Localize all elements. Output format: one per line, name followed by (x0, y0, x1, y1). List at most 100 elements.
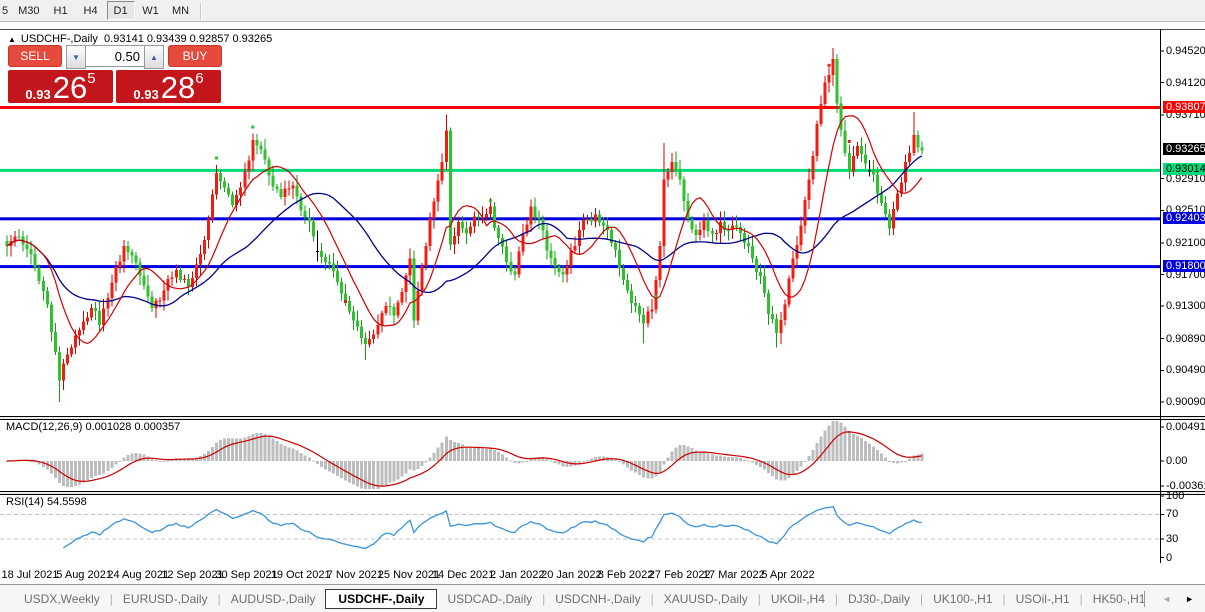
price-badge: 0.93265 (1163, 143, 1205, 156)
tab-separator: | (650, 591, 654, 606)
tab-uk100-h1[interactable]: UK100-,H1 (933, 591, 993, 606)
price-badge: 0.93807 (1163, 100, 1205, 113)
price-axis-label: 0.92100 (1166, 236, 1205, 249)
horizontal-line[interactable] (0, 106, 1160, 109)
price-axis-label: 0.94120 (1166, 76, 1205, 89)
date-axis-label: 30 Sep 2021 (215, 569, 278, 581)
date-axis-label: 5 Apr 2022 (761, 569, 815, 581)
macd-signal-line (6, 431, 922, 487)
rsi-axis-label: 0 (1166, 551, 1173, 564)
one-click-trading-panel: SELL ▼ ▲ BUY 0.93 26 5 0.93 28 6 (8, 45, 222, 103)
timeframe-button-W1[interactable]: W1 (137, 1, 165, 20)
tab-usdcnh-daily[interactable]: USDCNH-,Daily (555, 591, 641, 606)
date-axis-label: 5 Aug 2021 (56, 569, 112, 581)
date-axis-label: 2 Jan 2022 (490, 569, 545, 581)
chart-symbol-title: USDCHF-,Daily (20, 33, 98, 45)
price-badge: 0.91800 (1163, 259, 1205, 272)
timeframe-button-H1[interactable]: H1 (47, 1, 75, 20)
chart-header: ▲ USDCHF-,Daily 0.93141 0.93439 0.92857 0… (8, 33, 272, 45)
sell-price-sup: 5 (87, 70, 96, 87)
fractal-markers (215, 63, 879, 303)
tab-audusd-daily[interactable]: AUDUSD-,Daily (230, 591, 316, 606)
macd-histogram (5, 421, 924, 489)
buy-price-sup: 6 (195, 70, 204, 87)
timeframe-toolbar: 5 M30 H1 H4 D1 W1 MN (0, 0, 1205, 22)
date-axis[interactable]: 18 Jul 2021 5 Aug 2021 24 Aug 2021 12 Sep 2… (0, 563, 1205, 584)
buy-price-base: 0.93 (133, 87, 159, 102)
sell-button[interactable]: SELL (8, 45, 62, 67)
tab-usdcad-daily[interactable]: USDCAD-,Daily (447, 591, 533, 606)
price-axis-label: 0.90090 (1166, 396, 1205, 409)
price-axis-label: 0.91300 (1166, 300, 1205, 313)
date-axis-label: 24 Aug 2021 (107, 569, 170, 581)
date-axis-label: 14 Dec 2021 (431, 569, 495, 581)
toolbar-separator (199, 2, 202, 19)
date-axis-label: 8 Feb 2022 (597, 569, 654, 581)
timeframe-button-H4[interactable]: H4 (77, 1, 105, 20)
tab-ukoil-h4[interactable]: UKOil-,H4 (770, 591, 825, 606)
horizontal-levels (0, 106, 1160, 269)
tab-usdchf-daily[interactable]: USDCHF-,Daily (325, 588, 438, 609)
timeframe-button-5[interactable]: 5 (1, 1, 11, 20)
tab-xauusd-daily[interactable]: XAUUSD-,Daily (663, 591, 748, 606)
volume-input[interactable] (86, 45, 144, 67)
date-axis-label: 19 Oct 2021 (270, 569, 331, 581)
volume-increase-button[interactable]: ▲ (144, 45, 164, 69)
tab-separator: | (542, 591, 546, 606)
tab-usoil-h1[interactable]: USOil-,H1 (1015, 591, 1070, 606)
tab-separator: | (920, 591, 924, 606)
collapse-triangle-icon[interactable]: ▲ (8, 35, 16, 44)
rsi-indicator-label: RSI(14) 54.5598 (6, 496, 87, 508)
horizontal-line[interactable] (0, 217, 1160, 221)
tab-separator: | (217, 591, 221, 606)
tab-hk50-h1[interactable]: HK50-,H1 (1092, 591, 1146, 606)
price-axis-label: 0.94520 (1166, 45, 1205, 57)
tab-dj30-daily[interactable]: DJ30-,Daily (848, 591, 911, 606)
timeframe-button-D1[interactable]: D1 (106, 1, 135, 20)
date-axis-label: 7 Nov 2021 (326, 569, 383, 581)
price-axis-label: 0.92910 (1166, 172, 1205, 185)
tab-separator: | (834, 591, 838, 606)
date-axis-label: 27 Feb 2022 (648, 569, 711, 581)
tab-separator: | (757, 591, 761, 606)
macd-axis-label: 0.004913 (1166, 421, 1205, 433)
date-axis-label: 25 Nov 2021 (377, 569, 441, 581)
price-axis-label: 0.90890 (1166, 332, 1205, 345)
horizontal-line[interactable] (0, 168, 1160, 172)
buy-button[interactable]: BUY (168, 45, 222, 67)
volume-decrease-button[interactable]: ▼ (66, 45, 86, 69)
volume-stepper: ▼ ▲ (66, 45, 164, 69)
chevron-up-icon: ▲ (150, 52, 158, 62)
tab-usdx-weekly[interactable]: USDX,Weekly (24, 591, 100, 606)
symbol-tab-bar: USDX,Weekly | EURUSD-,Daily | AUDUSD-,Daily U… (0, 584, 1205, 612)
buy-price-tile[interactable]: 0.93 28 6 (116, 70, 221, 103)
macd-axis-label: 0.00 (1166, 455, 1188, 467)
tab-separator: | (1002, 591, 1006, 606)
macd-axis-label: -0.003614 (1166, 480, 1205, 492)
sell-price-tile[interactable]: 0.93 26 5 (8, 70, 113, 103)
buy-price-big: 28 (160, 70, 196, 105)
tab-separator: | (1079, 591, 1083, 606)
tab-arrows-separator (1144, 591, 1146, 607)
rsi-axis-label: 100 (1166, 490, 1185, 502)
sell-price-big: 26 (52, 70, 88, 105)
rsi-axis-label: 30 (1166, 533, 1179, 546)
macd-indicator-label: MACD(12,26,9) 0.001028 0.000357 (6, 421, 181, 433)
horizontal-line[interactable] (0, 265, 1160, 269)
rsi-line (63, 505, 922, 549)
axis-ticks (29, 50, 1164, 567)
price-axis-label: 0.90490 (1166, 364, 1205, 377)
tab-eurusd-daily[interactable]: EURUSD-,Daily (122, 591, 208, 606)
ma-slow-line (6, 155, 923, 307)
sell-price-base: 0.93 (25, 87, 51, 102)
date-axis-label: 17 Mar 2022 (702, 569, 765, 581)
tab-scroll-arrows: ◄ ► (1144, 585, 1201, 612)
timeframe-button-M30[interactable]: M30 (13, 1, 44, 20)
timeframe-button-MN[interactable]: MN (167, 1, 195, 20)
tab-separator: | (109, 591, 113, 606)
tab-scroll-right-icon[interactable]: ► (1185, 594, 1194, 604)
tab-scroll-left-icon[interactable]: ◄ (1162, 594, 1172, 604)
price-badge: 0.93014 (1163, 163, 1205, 176)
